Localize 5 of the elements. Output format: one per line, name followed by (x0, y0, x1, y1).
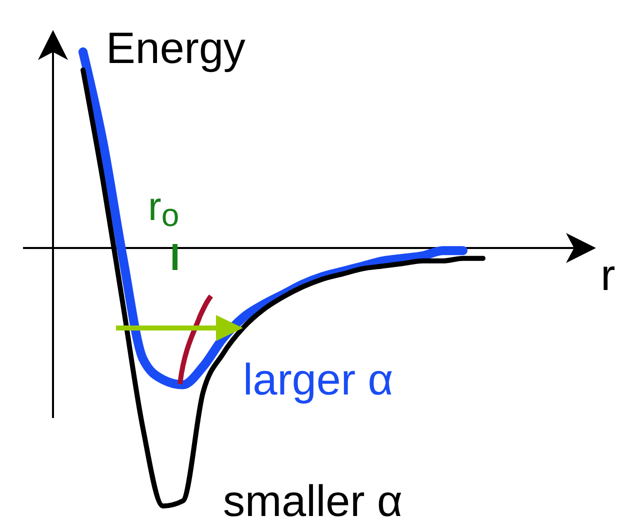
annotation: r$_{o}$ (148, 185, 180, 234)
series-label: larger α (243, 356, 394, 405)
series-label: smaller α (223, 477, 402, 526)
x-axis-title: r (600, 251, 616, 300)
y-axis-title: Energy (106, 24, 246, 73)
